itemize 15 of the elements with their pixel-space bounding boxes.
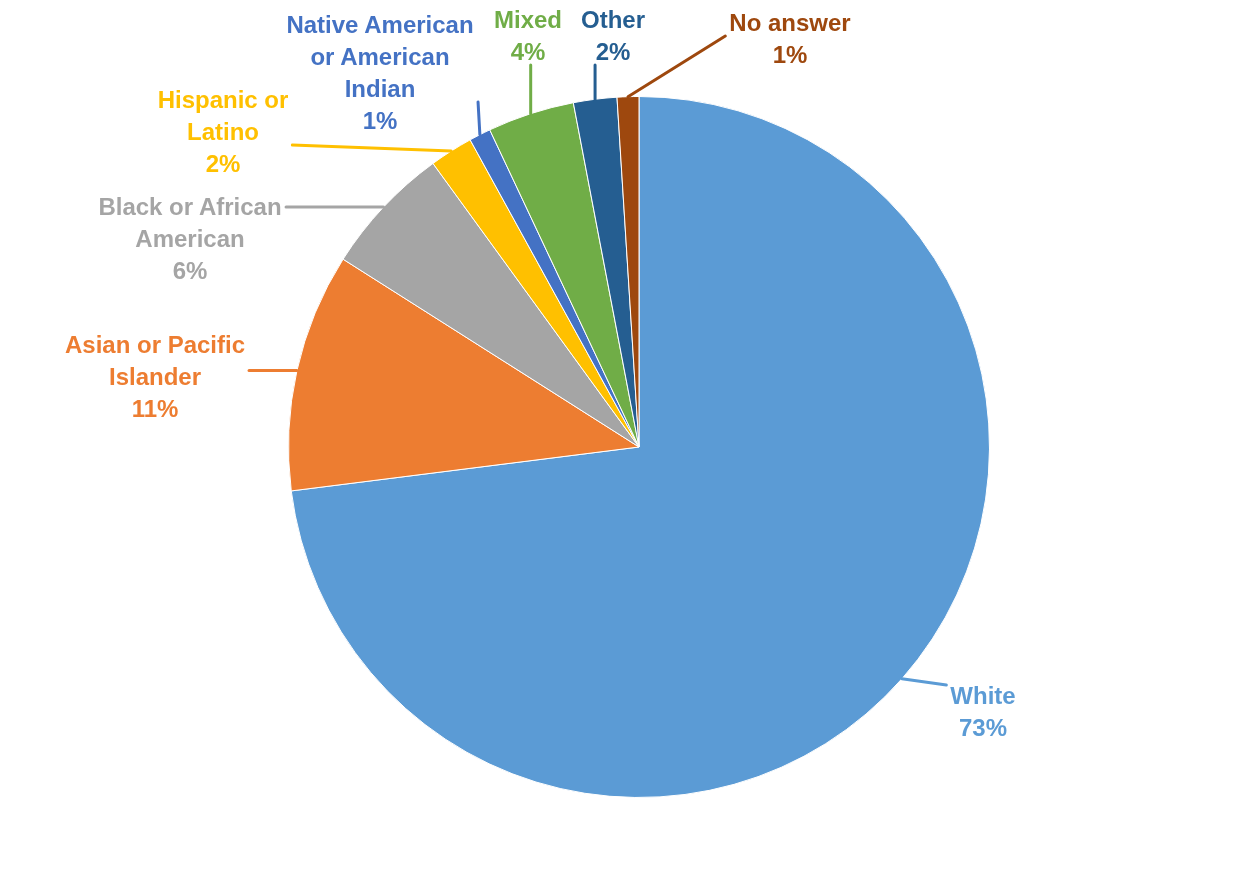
data-label: 4% (510, 37, 546, 65)
slice-label: No answer (729, 8, 851, 36)
data-label: 1% (772, 40, 808, 68)
data-label: 73% (958, 713, 1008, 741)
slice-label: Other (580, 5, 646, 33)
slice-label: Asian or Pacific Islander (64, 330, 246, 390)
data-label: 1% (362, 106, 398, 134)
data-label: 11% (131, 394, 179, 422)
data-label: 2% (595, 37, 631, 65)
slice-label: Mixed (493, 5, 563, 33)
slice-label: White (950, 681, 1016, 709)
slice-label: Hispanic or Latino (157, 85, 289, 145)
data-label: 2% (205, 149, 241, 177)
data-label: 6% (172, 256, 208, 284)
slice-label: Black or African American (98, 192, 282, 252)
